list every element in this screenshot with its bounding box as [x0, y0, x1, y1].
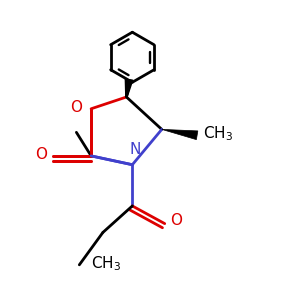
- Polygon shape: [162, 129, 198, 140]
- Text: N: N: [130, 142, 141, 158]
- Text: CH$_3$: CH$_3$: [91, 255, 121, 273]
- Text: O: O: [171, 213, 183, 228]
- Text: O: O: [70, 100, 82, 115]
- Text: CH$_3$: CH$_3$: [203, 124, 233, 143]
- Text: O: O: [35, 147, 47, 162]
